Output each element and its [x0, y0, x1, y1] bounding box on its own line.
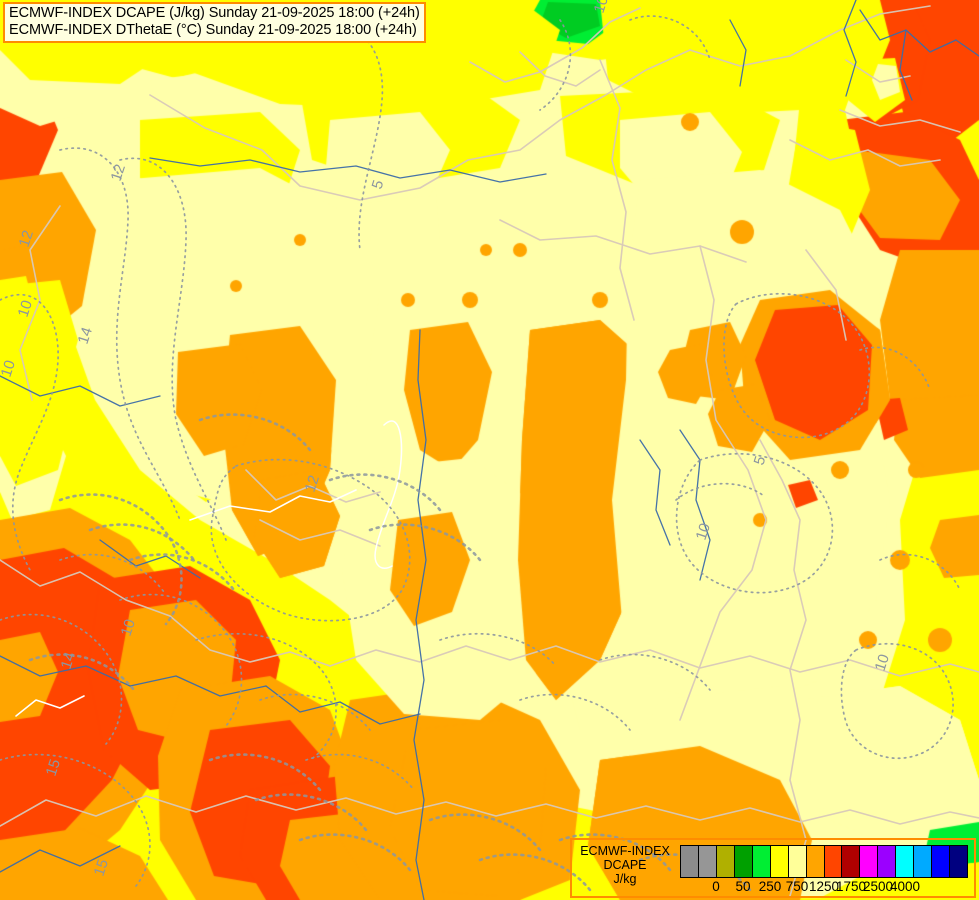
- legend-tick-2500: 2500: [862, 879, 894, 894]
- legend-tick-250: 250: [758, 879, 782, 894]
- legend-swatch-15: [950, 846, 967, 877]
- legend-caption-units: J/kg: [613, 872, 637, 886]
- legend-caption-variable: DCAPE: [603, 858, 647, 872]
- legend-tick-1750: 1750: [835, 879, 867, 894]
- contour-label-15-13: 15: [91, 857, 112, 878]
- colorbar-legend: ECMWF-INDEX DCAPE J/kg 0 50 250 750 1250 1750…: [570, 838, 976, 898]
- map-title-box: ECMWF-INDEX DCAPE (J/kg) Sunday 21-09-20…: [3, 2, 426, 43]
- legend-swatch-9: [842, 846, 861, 877]
- legend-swatch-7: [806, 846, 825, 877]
- legend-swatch-11: [878, 846, 897, 877]
- contour-label-12-0: 12: [108, 162, 129, 183]
- legend-caption: ECMWF-INDEX DCAPE J/kg: [576, 844, 674, 886]
- contour-label-10-14: 10: [118, 617, 139, 638]
- contour-label-12-1: 12: [16, 228, 37, 249]
- contour-label-14-3: 14: [75, 325, 96, 346]
- title-line-dcape: ECMWF-INDEX DCAPE (J/kg) Sunday 21-09-20…: [9, 5, 420, 21]
- contour-label-14-11: 14: [58, 650, 79, 671]
- legend-swatch-8: [824, 846, 843, 877]
- contour-label-5-5: 5: [369, 178, 388, 191]
- legend-caption-model: ECMWF-INDEX: [580, 844, 670, 858]
- legend-swatch-12: [896, 846, 915, 877]
- legend-tick-0: 0: [712, 879, 720, 894]
- legend-swatch-2: [716, 846, 735, 877]
- legend-tick-labels: 0 50 250 750 1250 1750 2500 4000: [680, 879, 968, 897]
- contour-label-10-2: 10: [15, 298, 36, 319]
- title-line-dthetae: ECMWF-INDEX DThetaE (°C) Sunday 21-09-20…: [9, 22, 417, 38]
- legend-swatch-1: [698, 846, 717, 877]
- legend-swatch-4: [752, 846, 771, 877]
- contour-label-10-4: 10: [0, 358, 19, 379]
- legend-tick-1250: 1250: [808, 879, 840, 894]
- legend-tick-750: 750: [785, 879, 809, 894]
- contour-label-10-10: 10: [872, 652, 893, 673]
- legend-swatch-3: [734, 846, 753, 877]
- legend-swatch-6: [788, 846, 807, 877]
- legend-tick-4000: 4000: [889, 879, 921, 894]
- contour-label-10-9: 10: [693, 521, 714, 542]
- legend-swatch-0: [681, 846, 699, 877]
- legend-tick-50: 50: [735, 879, 751, 894]
- contour-label-15-12: 15: [43, 757, 64, 778]
- contour-label-10-6: 10: [591, 0, 612, 15]
- legend-swatch-10: [860, 846, 879, 877]
- legend-swatch-13: [914, 846, 933, 877]
- contour-label-12-7: 12: [302, 473, 323, 494]
- legend-swatch-5: [770, 846, 789, 877]
- legend-swatch-14: [932, 846, 951, 877]
- legend-color-ramp: [680, 845, 968, 878]
